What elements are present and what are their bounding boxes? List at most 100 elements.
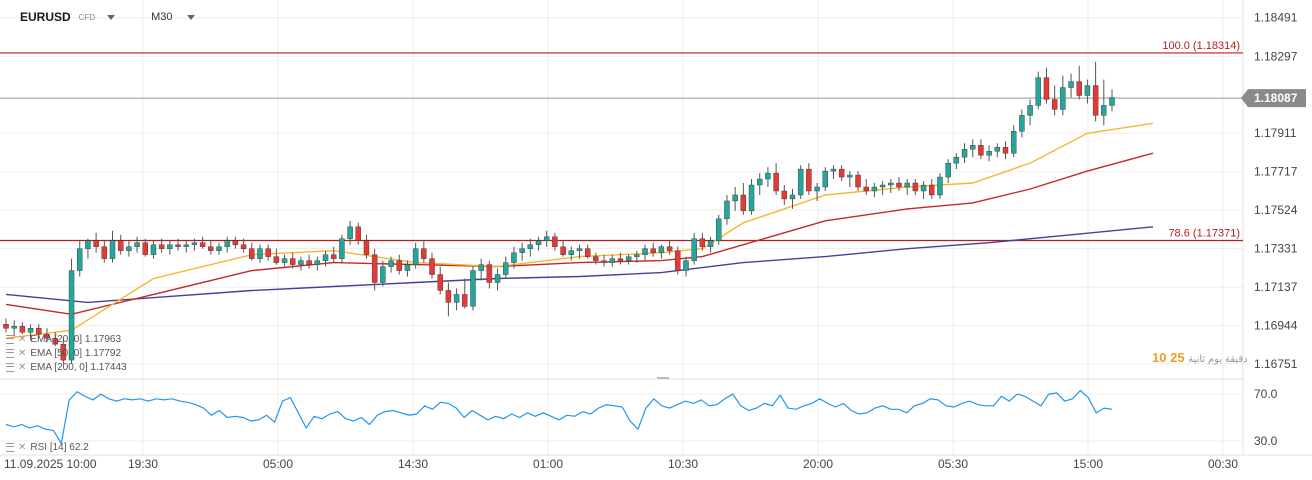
candle-body[interactable]: [707, 240, 714, 247]
rsi-line[interactable]: [5, 389, 1113, 445]
candle-body[interactable]: [437, 274, 443, 291]
candle-body[interactable]: [68, 270, 75, 361]
candle-body[interactable]: [249, 248, 255, 259]
candle-body[interactable]: [117, 240, 124, 251]
candle-body[interactable]: [1076, 81, 1082, 96]
candle-body[interactable]: [265, 248, 271, 257]
candle-body[interactable]: [257, 248, 263, 259]
candle-body[interactable]: [126, 246, 132, 251]
candle-body[interactable]: [330, 254, 337, 259]
candle-body[interactable]: [298, 260, 304, 265]
menu-icon[interactable]: [6, 335, 14, 344]
candle-body[interactable]: [756, 178, 763, 186]
close-icon[interactable]: ✕: [18, 442, 27, 453]
candle-body[interactable]: [896, 182, 902, 188]
candle-body[interactable]: [322, 254, 329, 261]
close-icon[interactable]: ✕: [18, 334, 27, 345]
candle-body[interactable]: [543, 236, 550, 241]
candle-body[interactable]: [470, 270, 476, 307]
candle-body[interactable]: [1051, 99, 1058, 110]
candle-body[interactable]: [1027, 105, 1033, 116]
candle-body[interactable]: [478, 264, 484, 271]
candle-body[interactable]: [871, 186, 878, 192]
candle-body[interactable]: [191, 242, 198, 245]
candle-body[interactable]: [363, 240, 370, 255]
candle-body[interactable]: [847, 174, 853, 178]
close-icon[interactable]: ✕: [18, 348, 27, 359]
candle-body[interactable]: [44, 334, 50, 339]
ema20-legend[interactable]: ✕ EMA [20, 0] 1.17963: [6, 334, 121, 345]
candle-body[interactable]: [625, 256, 632, 261]
candle-body[interactable]: [388, 260, 394, 267]
candle-body[interactable]: [1084, 85, 1091, 96]
candle-body[interactable]: [3, 324, 9, 329]
candle-body[interactable]: [634, 254, 640, 257]
candle-body[interactable]: [920, 184, 927, 192]
candle-body[interactable]: [609, 258, 615, 263]
candle-body[interactable]: [797, 168, 804, 196]
candle-body[interactable]: [822, 170, 828, 188]
symbol-label[interactable]: EURUSD: [20, 10, 71, 24]
candle-body[interactable]: [52, 338, 58, 345]
candle-body[interactable]: [814, 186, 820, 192]
menu-icon[interactable]: [6, 363, 14, 372]
candle-body[interactable]: [93, 240, 99, 247]
menu-icon[interactable]: [6, 349, 14, 358]
countdown-promo[interactable]: 10 25 دقيقة يوم ثانية: [1152, 350, 1248, 365]
symbol-dropdown-icon[interactable]: [107, 14, 116, 20]
candle-body[interactable]: [970, 145, 976, 150]
candle-body[interactable]: [879, 184, 886, 188]
candle-body[interactable]: [716, 218, 722, 241]
candle-body[interactable]: [789, 194, 796, 200]
candle-body[interactable]: [961, 149, 968, 158]
candle-body[interactable]: [986, 150, 992, 156]
candle-body[interactable]: [347, 226, 353, 239]
candle-body[interactable]: [1035, 77, 1041, 106]
candle-body[interactable]: [1019, 115, 1025, 132]
candle-body[interactable]: [240, 244, 247, 249]
candle-body[interactable]: [576, 248, 583, 251]
candle-body[interactable]: [1002, 147, 1009, 154]
candle-body[interactable]: [1060, 87, 1066, 110]
candle-body[interactable]: [60, 343, 67, 361]
timeframe-label[interactable]: M30: [151, 11, 173, 23]
panel-resize-handle[interactable]: [657, 377, 669, 379]
candle-body[interactable]: [560, 246, 566, 255]
candle-body[interactable]: [1068, 81, 1074, 88]
candle-body[interactable]: [978, 145, 984, 156]
candle-body[interactable]: [675, 250, 681, 271]
close-icon[interactable]: ✕: [18, 362, 27, 373]
candle-body[interactable]: [27, 328, 34, 333]
candle-body[interactable]: [994, 147, 1001, 152]
candle-body[interactable]: [429, 258, 435, 275]
candle-body[interactable]: [77, 248, 83, 271]
candle-body[interactable]: [937, 176, 943, 196]
candle-body[interactable]: [412, 248, 419, 265]
candle-body[interactable]: [158, 244, 165, 249]
candle-body[interactable]: [453, 294, 460, 303]
candle-body[interactable]: [404, 264, 411, 271]
candle-body[interactable]: [85, 240, 91, 249]
candle-body[interactable]: [380, 266, 386, 283]
candle-body[interactable]: [421, 248, 427, 259]
candle-body[interactable]: [396, 260, 402, 271]
candle-body[interactable]: [314, 260, 321, 265]
candle-body[interactable]: [929, 184, 935, 196]
candle-body[interactable]: [953, 156, 960, 164]
candle-body[interactable]: [208, 246, 214, 251]
candle-body[interactable]: [699, 238, 706, 247]
candle-body[interactable]: [945, 162, 951, 178]
candle-body[interactable]: [650, 248, 656, 253]
candle-body[interactable]: [19, 326, 26, 333]
candle-body[interactable]: [273, 256, 280, 263]
candle-body[interactable]: [462, 294, 468, 307]
candle-body[interactable]: [445, 290, 452, 303]
candle-body[interactable]: [642, 248, 648, 255]
candle-body[interactable]: [1101, 105, 1107, 116]
candle-body[interactable]: [535, 240, 542, 245]
candle-body[interactable]: [339, 238, 345, 259]
candle-body[interactable]: [199, 242, 206, 247]
candle-body[interactable]: [601, 260, 607, 263]
candle-body[interactable]: [150, 244, 157, 255]
